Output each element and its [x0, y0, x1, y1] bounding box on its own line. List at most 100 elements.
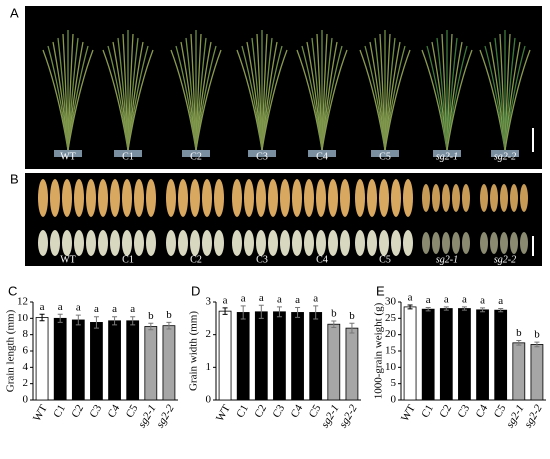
error-bar	[349, 322, 355, 334]
grain-hulled	[403, 179, 413, 217]
grain-brown	[500, 232, 508, 254]
grain-hulled	[510, 184, 518, 212]
bar	[90, 322, 103, 401]
grain-brown	[232, 230, 242, 256]
y-tick-label: 0	[23, 394, 29, 406]
grain-brown	[178, 230, 188, 256]
grain-brown	[86, 230, 96, 256]
x-tick-label: C1	[419, 403, 436, 420]
significance-letter: a	[498, 295, 503, 307]
grain-label: C5	[379, 254, 391, 265]
error-bar	[166, 321, 172, 330]
pot	[308, 150, 336, 157]
y-tick-label: 0	[391, 394, 397, 406]
y-tick-label: 2	[23, 377, 29, 389]
plant-stem	[67, 49, 94, 151]
significance-letter: a	[462, 293, 467, 305]
grain-brown	[98, 230, 108, 256]
y-tick-label: 8	[23, 328, 29, 340]
grain-brown	[166, 230, 176, 256]
significance-letter: a	[259, 292, 264, 304]
y-tick-label: 3	[206, 296, 212, 308]
grain-hulled	[178, 179, 188, 217]
bar	[254, 311, 268, 401]
error-bar	[534, 341, 540, 348]
significance-letter: a	[58, 301, 63, 313]
grain-brown	[432, 232, 440, 254]
error-bar	[425, 307, 431, 312]
pot	[491, 150, 519, 157]
significance-letter: b	[166, 309, 172, 321]
grain-brown	[256, 230, 266, 256]
significance-letter: a	[313, 292, 318, 304]
grain-hulled	[355, 179, 365, 217]
grain-brown	[50, 230, 60, 256]
plant-label: sg2-2	[494, 151, 516, 162]
grain-brown	[280, 230, 290, 256]
y-tick-label: 0	[206, 394, 212, 406]
bar	[53, 317, 67, 401]
grain-brown	[244, 230, 254, 256]
grain-hulled	[268, 179, 278, 217]
grain-brown	[62, 230, 72, 256]
bar	[476, 309, 489, 401]
error-bar	[258, 304, 264, 319]
x-tick-label: C4	[106, 402, 123, 420]
significance-letter: a	[223, 294, 228, 306]
grain-brown	[214, 230, 224, 256]
grain-hulled	[328, 179, 338, 217]
plant-label: sg2-1	[436, 151, 458, 162]
significance-letter: b	[331, 307, 337, 319]
bar	[218, 310, 232, 401]
grain-brown	[462, 232, 470, 254]
error-bar	[148, 322, 154, 331]
significance-letter: b	[148, 310, 154, 322]
grain-hulled	[202, 179, 212, 217]
plant-label: C3	[256, 151, 268, 162]
significance-letter: a	[241, 292, 246, 304]
plant-stem	[261, 49, 288, 151]
bar	[512, 342, 526, 401]
plant-stem	[504, 49, 531, 151]
grain-hulled	[50, 179, 60, 217]
y-tick-label: 20	[385, 328, 397, 340]
grain-hulled	[340, 179, 350, 217]
grain-brown	[268, 230, 278, 256]
significance-letter: a	[408, 291, 413, 303]
grain-hulled	[391, 179, 401, 217]
grain-hulled	[190, 179, 200, 217]
y-tick-label: 25	[385, 312, 397, 324]
grain-brown	[304, 230, 314, 256]
grain-hulled	[490, 184, 498, 212]
panel-label: D	[191, 283, 200, 298]
grain-hulled	[232, 179, 242, 217]
bar	[291, 312, 304, 401]
bar	[327, 323, 341, 401]
grain-hulled	[304, 179, 314, 217]
significance-letter: a	[94, 303, 99, 315]
pot	[114, 150, 142, 157]
grain-hulled	[98, 179, 108, 217]
error-bar	[57, 313, 63, 323]
grain-hulled	[292, 179, 302, 217]
y-tick-label: 15	[385, 345, 397, 357]
x-tick-label: sg2-1	[319, 403, 342, 430]
grain-label: C3	[256, 254, 268, 265]
bar	[403, 306, 417, 401]
grain-brown	[190, 230, 200, 256]
significance-letter: a	[130, 303, 135, 315]
significance-letter: a	[444, 293, 449, 305]
grain-label: sg2-2	[494, 254, 516, 265]
grain-brown	[391, 230, 401, 256]
bar	[162, 325, 176, 401]
panel-label: A	[10, 5, 19, 20]
plant-stem	[195, 49, 222, 151]
grain-brown	[134, 230, 144, 256]
significance-letter: a	[40, 301, 45, 313]
panel-label: B	[10, 171, 19, 186]
error-bar	[130, 316, 136, 326]
error-bar	[443, 306, 449, 311]
x-tick-label: C4	[289, 402, 306, 420]
bar	[421, 308, 435, 401]
